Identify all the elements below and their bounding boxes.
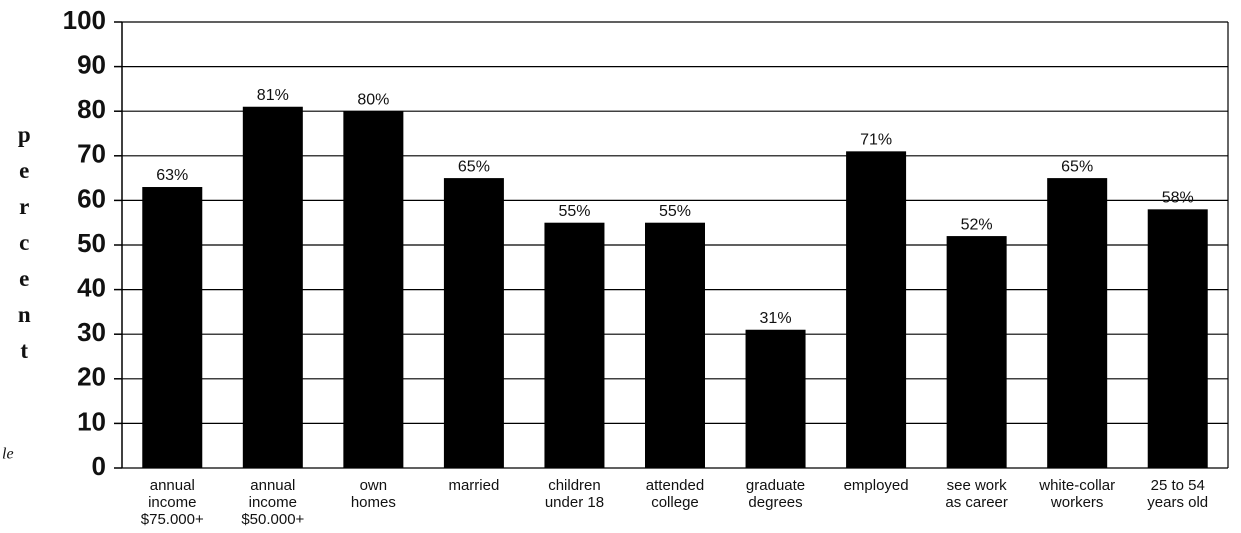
bar: [443, 178, 504, 468]
x-tick-label: own: [360, 477, 388, 494]
value-label: 63%: [156, 167, 188, 184]
value-label: 52%: [961, 216, 993, 233]
value-label: 81%: [257, 87, 289, 104]
x-tick-label: income: [249, 494, 297, 511]
y-tick-label: 50: [77, 228, 106, 258]
annotation: le: [2, 446, 14, 463]
x-tick-label: graduate: [746, 477, 805, 494]
bar: [745, 329, 806, 468]
value-label: 71%: [860, 132, 892, 149]
value-label: 58%: [1162, 190, 1194, 207]
value-label: 65%: [1061, 158, 1093, 175]
y-tick-label: 0: [92, 451, 106, 481]
x-tick-label: white-collar: [1038, 477, 1115, 494]
bar: [946, 236, 1007, 468]
bar: [645, 222, 705, 468]
y-axis-label: percent: [12, 122, 37, 374]
y-tick-label: 100: [63, 5, 106, 35]
x-tick-label: $50.000+: [241, 511, 304, 528]
x-tick-label: $75.000+: [141, 511, 204, 528]
value-label: 80%: [357, 91, 389, 108]
y-tick-label: 40: [77, 272, 106, 302]
y-tick-label: 90: [77, 49, 106, 79]
x-tick-label: as career: [945, 494, 1008, 511]
value-label: 31%: [760, 310, 792, 327]
x-tick-label: degrees: [748, 494, 802, 511]
x-tick-label: attended: [646, 477, 704, 494]
y-tick-label: 60: [77, 183, 106, 213]
x-tick-label: annual: [250, 477, 295, 494]
y-tick-label: 20: [77, 362, 106, 392]
bar: [142, 187, 203, 468]
bar: [343, 111, 404, 468]
value-label: 65%: [458, 158, 490, 175]
bar: [846, 151, 907, 468]
x-tick-label: workers: [1050, 494, 1104, 511]
y-tick-label: 80: [77, 94, 106, 124]
bar: [1147, 209, 1208, 468]
y-tick-label: 10: [77, 406, 106, 436]
x-tick-label: years old: [1147, 494, 1208, 511]
x-tick-label: homes: [351, 494, 396, 511]
x-tick-label: married: [448, 477, 499, 494]
y-tick-label: 70: [77, 139, 106, 169]
bar: [242, 106, 303, 469]
x-tick-label: employed: [844, 477, 909, 494]
x-tick-label: 25 to 54: [1151, 477, 1205, 494]
x-tick-label: income: [148, 494, 196, 511]
x-tick-label: see work: [947, 477, 1008, 494]
bar: [1047, 178, 1108, 468]
bar: [544, 222, 605, 468]
y-tick-label: 30: [77, 317, 106, 347]
x-tick-label: under 18: [545, 494, 604, 511]
x-tick-label: annual: [150, 477, 195, 494]
x-tick-label: college: [651, 494, 699, 511]
x-tick-label: children: [548, 477, 601, 494]
value-label: 55%: [558, 203, 590, 220]
value-label: 55%: [659, 203, 691, 220]
